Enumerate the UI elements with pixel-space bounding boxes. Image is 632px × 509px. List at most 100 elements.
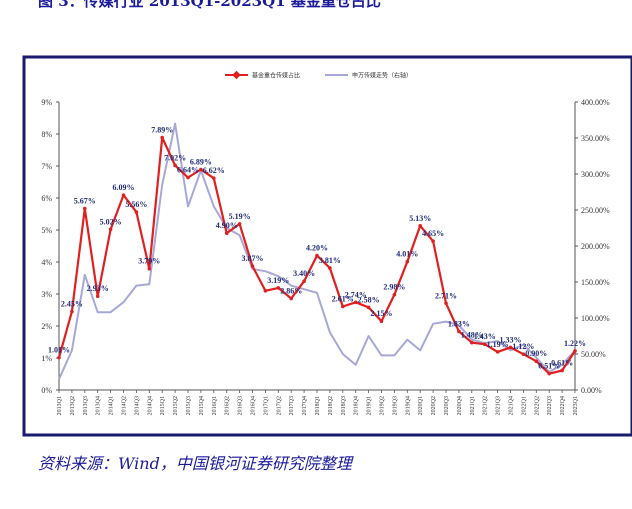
- series-fund-share-point: [315, 253, 319, 258]
- data-label: 3.79%: [138, 257, 160, 266]
- left-tick-label: 3%: [41, 290, 52, 299]
- x-tick-label: 2019Q3: [392, 396, 398, 415]
- series-fund-share-point: [495, 350, 500, 354]
- data-label: 3.87%: [242, 254, 264, 263]
- series-fund-share-point: [392, 292, 397, 297]
- data-label: 1.01%: [48, 346, 70, 355]
- legend-label-sw-media: 申万传媒走势（右轴）: [352, 72, 412, 80]
- left-tick-label: 1%: [41, 354, 52, 363]
- axes: 0% 1% 2% 3% 4% 5% 6% 7% 8% 9% 0.00% 50.00% 100.00% 15…: [41, 98, 610, 415]
- data-label: 2.98%: [383, 283, 405, 292]
- series-fund-share-point: [160, 135, 164, 140]
- data-label: 4.01%: [396, 250, 418, 259]
- x-tick-label: 2016Q4: [251, 396, 257, 415]
- right-tick-label: 350.00%: [581, 134, 610, 143]
- left-tick-label: 4%: [41, 258, 52, 267]
- x-tick-label: 2022Q4: [560, 396, 566, 415]
- left-tick-label: 8%: [41, 130, 52, 139]
- series-fund-share-point: [237, 222, 242, 226]
- series-fund-share-point: [70, 309, 74, 314]
- series-fund-share-point: [186, 175, 190, 180]
- x-tick-label: 2014Q3: [134, 396, 140, 415]
- right-tick-label: 50.00%: [581, 350, 606, 359]
- x-tick-label: 2015Q3: [186, 396, 192, 415]
- right-tick-label: 250.00%: [581, 206, 610, 215]
- data-label: 1.12%: [512, 342, 534, 351]
- x-tick-label: 2017Q4: [302, 396, 308, 415]
- data-label: 2.71%: [435, 291, 457, 300]
- data-label: 5.56%: [125, 200, 147, 209]
- data-label: 5.02%: [100, 217, 122, 226]
- left-tick-label: 7%: [41, 162, 52, 171]
- series-fund-share-point: [121, 193, 126, 197]
- x-tick-label: 2018Q2: [328, 396, 334, 415]
- x-tick-label: 2018Q1: [315, 396, 321, 415]
- source-note: 资料来源：Wind，中国银河证券研究院整理: [38, 454, 352, 473]
- series-fund-share-point: [534, 359, 539, 364]
- data-label: 6.89%: [190, 158, 212, 167]
- x-tick-label: 2013Q4: [96, 396, 102, 415]
- series-fund-share-point: [289, 296, 294, 301]
- series-fund-share-point: [431, 239, 435, 243]
- series-fund-share-point: [353, 300, 358, 305]
- series-fund-share-point: [95, 294, 100, 299]
- x-tick-label: 2018Q3: [341, 396, 347, 415]
- series-fund-share-point: [366, 305, 371, 310]
- series-fund-share-point: [199, 167, 203, 172]
- x-tick-label: 2019Q1: [367, 396, 373, 415]
- right-tick-label: 400.00%: [581, 98, 610, 107]
- right-tick-label: 0.00%: [581, 386, 602, 395]
- x-tick-label: 2016Q1: [212, 396, 218, 415]
- series-fund-share-point: [444, 301, 448, 306]
- data-label: 3.81%: [319, 256, 341, 265]
- x-tick-label: 2022Q2: [534, 396, 540, 415]
- x-tick-label: 2021Q4: [509, 396, 515, 415]
- x-tick-label: 2017Q1: [263, 396, 269, 415]
- data-label: 0.61%: [551, 358, 573, 367]
- x-tick-label: 2020Q4: [457, 396, 463, 415]
- x-tick-label: 2015Q2: [173, 396, 179, 415]
- series-fund-share-point: [482, 342, 487, 347]
- data-labels: 1.01% 2.45% 5.67% 2.93% 5.02% 6.09% 5.56% 3.79%…: [48, 126, 586, 371]
- data-label: 2.58%: [358, 295, 380, 304]
- x-tick-label: 2021Q3: [496, 396, 502, 415]
- data-label: 2.93%: [87, 284, 109, 293]
- x-tick-label: 2022Q1: [521, 396, 527, 415]
- series-fund-share-point: [457, 329, 461, 334]
- x-tick-label: 2013Q2: [70, 396, 76, 415]
- data-label: 1.43%: [474, 332, 496, 341]
- series-fund-share-point: [405, 259, 410, 264]
- left-tick-label: 0%: [41, 386, 52, 395]
- series-layer: [57, 122, 577, 380]
- data-label: 3.19%: [267, 276, 289, 285]
- data-label: 1.19%: [487, 340, 509, 349]
- data-label: 2.74%: [345, 290, 367, 299]
- x-tick-label: 2017Q2: [276, 396, 282, 415]
- data-label: 5.67%: [74, 197, 96, 206]
- data-label: 0.90%: [525, 349, 547, 358]
- data-label: 2.86%: [280, 286, 302, 295]
- x-tick-label: 2016Q3: [238, 396, 244, 415]
- chart-frame: [22, 55, 632, 437]
- right-tick-label: 200.00%: [581, 242, 610, 251]
- left-tick-label: 9%: [41, 98, 52, 107]
- x-tick-label: 2017Q3: [289, 396, 295, 415]
- data-label: 4.90%: [216, 221, 238, 230]
- series-fund-share-point: [173, 163, 177, 168]
- x-tick-label: 2015Q4: [199, 396, 205, 415]
- legend: 基金重仓传媒占比 申万传媒走势（右轴）: [225, 70, 412, 80]
- legend-marker-fund-share-diamond: [232, 70, 241, 80]
- data-label: 2.45%: [61, 300, 83, 309]
- x-tick-label: 2014Q2: [122, 396, 128, 415]
- x-tick-label: 2020Q3: [444, 396, 450, 415]
- x-tick-label: 2014Q4: [147, 396, 153, 415]
- series-fund-share-point: [134, 210, 139, 214]
- series-fund-share-point: [224, 231, 229, 235]
- series-fund-share-point: [521, 352, 526, 356]
- left-tick-label: 5%: [41, 226, 52, 235]
- series-fund-share-point: [508, 345, 513, 350]
- series-fund-share-point: [276, 286, 281, 290]
- series-fund-share-point: [302, 279, 306, 284]
- data-label: 4.20%: [306, 244, 328, 253]
- series-fund-share-point: [250, 264, 255, 268]
